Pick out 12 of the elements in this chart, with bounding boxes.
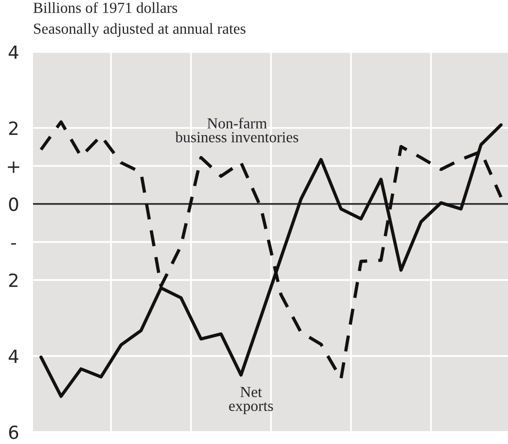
y-tick-label: 2: [9, 121, 18, 135]
chart-title: Billions of 1971 dollars: [33, 2, 178, 13]
y-tick-label: 0: [9, 197, 18, 212]
y-tick-label: -: [11, 243, 16, 245]
series-label: Net exports: [229, 387, 273, 414]
y-tick-label: +: [8, 162, 20, 173]
y-tick-label: 6: [9, 425, 18, 440]
y-tick-label: 4: [8, 46, 18, 59]
y-tick-label: 2: [9, 273, 18, 287]
y-tick-label: 4: [8, 350, 18, 363]
series-label: Non-farm business inventories: [175, 118, 298, 142]
chart-subtitle: Seasonally adjusted at annual rates: [34, 23, 246, 37]
